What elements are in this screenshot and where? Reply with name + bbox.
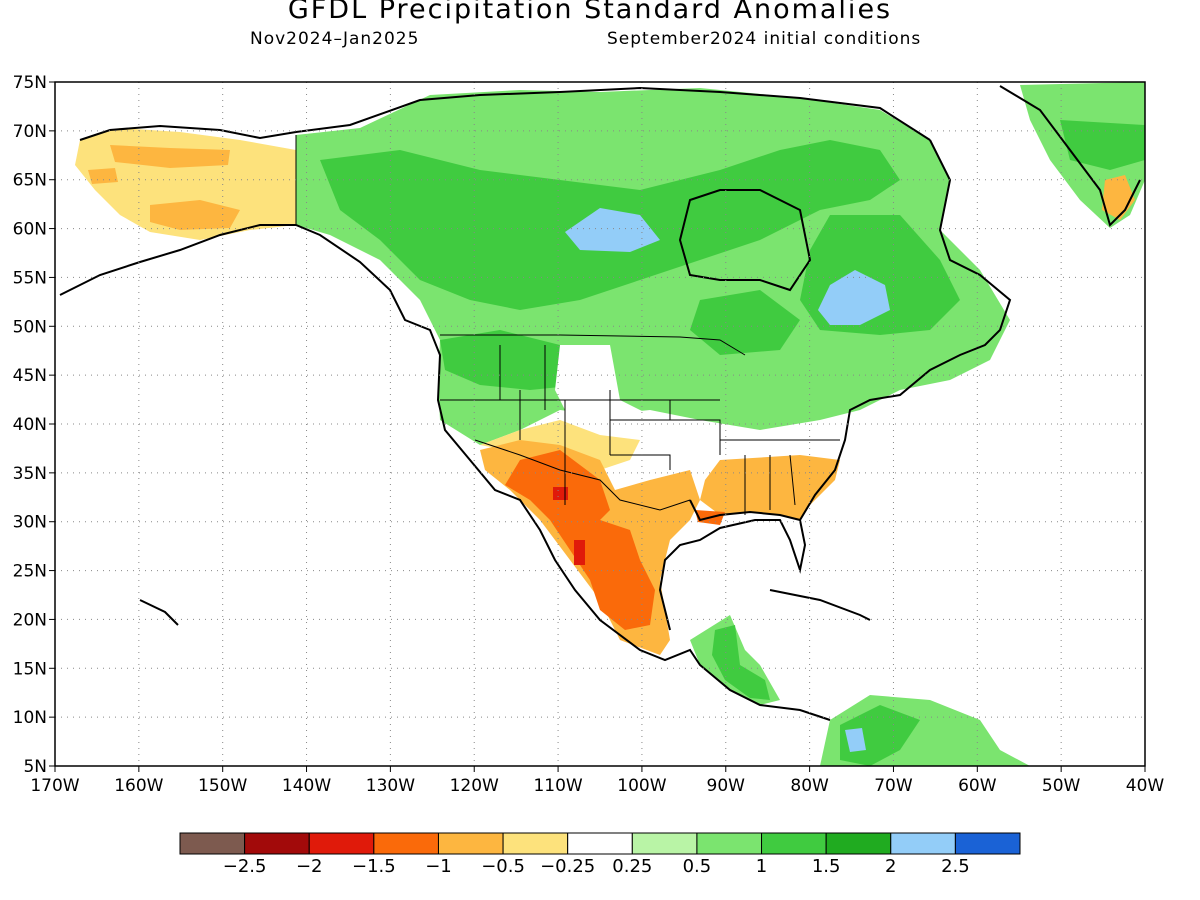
quebec-very-wet-region — [818, 270, 890, 325]
colombia-very-wet — [845, 728, 866, 752]
colorbar-label: −2.5 — [223, 856, 267, 877]
lon-tick-label: 70W — [874, 776, 913, 796]
mexico-extreme-dry-1 — [553, 487, 568, 500]
colorbar-swatch — [244, 832, 310, 855]
lat-tick-label: 45N — [13, 366, 47, 386]
lat-tick-label: 20N — [13, 610, 47, 630]
colorbar-swatch — [567, 832, 633, 855]
colorbar-label: 0.25 — [612, 856, 652, 877]
lat-lon-grid — [55, 82, 1145, 766]
greenland-dry-spot — [1102, 175, 1135, 220]
lon-tick-label: 100W — [617, 776, 666, 796]
lon-tick-label: 110W — [533, 776, 582, 796]
lat-tick-label: 15N — [13, 659, 47, 679]
colorbar-swatch — [308, 832, 375, 855]
colorbar-label: −1.5 — [352, 856, 396, 877]
colorbar-swatch — [696, 832, 763, 855]
map-plot-area — [55, 82, 1145, 766]
colorbar: −2.5 −2 −1.5 −1 −0.5 −0.25 0.25 0.5 1 1.5 2 2.5 — [179, 832, 1021, 877]
greenland-wet-core — [1060, 120, 1145, 170]
lon-tick-label: 50W — [1042, 776, 1081, 796]
lat-tick-label: 60N — [13, 220, 47, 240]
colorbar-swatch — [631, 832, 698, 855]
lon-tick-label: 140W — [282, 776, 331, 796]
colorbar-swatch — [437, 832, 504, 855]
colorbar-label: 1.5 — [812, 856, 841, 877]
alaska-dry-core-1 — [110, 145, 230, 168]
lat-tick-label: 30N — [13, 513, 47, 533]
mexico-extreme-dry-2 — [574, 540, 585, 565]
alaska-dry-core-2 — [150, 200, 240, 230]
colorbar-label: −1 — [425, 856, 452, 877]
colorbar-label: −0.25 — [540, 856, 595, 877]
hudson-very-wet-region — [565, 208, 660, 252]
lon-tick-label: 150W — [198, 776, 247, 796]
colorbar-label: −2 — [296, 856, 323, 877]
coastlines — [59, 85, 1141, 721]
lat-tick-label: 65N — [13, 171, 47, 191]
lat-tick-label: 55N — [13, 268, 47, 288]
lat-tick-label: 10N — [13, 708, 47, 728]
colorbar-swatch — [179, 832, 246, 855]
canada-wet-core-4 — [690, 290, 800, 355]
lon-tick-label: 60W — [958, 776, 997, 796]
colorbar-label: 0.5 — [683, 856, 712, 877]
colorbar-swatch — [954, 832, 1021, 855]
colorbar-swatch — [825, 832, 892, 855]
colorbar-label: 1 — [756, 856, 767, 877]
colorbar-label: 2.5 — [941, 856, 970, 877]
lat-tick-label: 75N — [13, 73, 47, 93]
lon-tick-label: 90W — [707, 776, 746, 796]
colorbar-swatch — [373, 832, 439, 855]
lat-tick-label: 70N — [13, 122, 47, 142]
axis-ticks: 170W 160W 150W 140W 130W 120W 110W 100W 90W 80W 70… — [13, 73, 1165, 796]
lon-tick-label: 40W — [1126, 776, 1165, 796]
alaska-dry-core-3 — [88, 168, 118, 184]
map-title: GFDL Precipitation Standard Anomalies — [287, 0, 893, 25]
lon-tick-label: 120W — [450, 776, 499, 796]
lat-tick-label: 5N — [23, 757, 47, 777]
forecast-period: Nov2024–Jan2025 — [250, 29, 420, 49]
lat-tick-label: 35N — [13, 464, 47, 484]
lon-tick-label: 170W — [30, 776, 79, 796]
colorbar-swatch — [761, 832, 827, 855]
colorbar-label: −0.5 — [481, 856, 525, 877]
initial-conditions-label: September2024 initial conditions — [607, 29, 922, 49]
lon-tick-label: 130W — [366, 776, 415, 796]
lon-tick-label: 80W — [790, 776, 829, 796]
colorbar-swatch — [502, 832, 569, 855]
lat-tick-label: 50N — [13, 317, 47, 337]
lat-tick-label: 25N — [13, 562, 47, 582]
lon-tick-label: 160W — [114, 776, 163, 796]
lat-tick-label: 40N — [13, 415, 47, 435]
colorbar-label: 2 — [885, 856, 896, 877]
political-borders — [295, 135, 840, 515]
colorbar-swatch — [890, 832, 956, 855]
central-america-wet-core — [712, 625, 770, 700]
